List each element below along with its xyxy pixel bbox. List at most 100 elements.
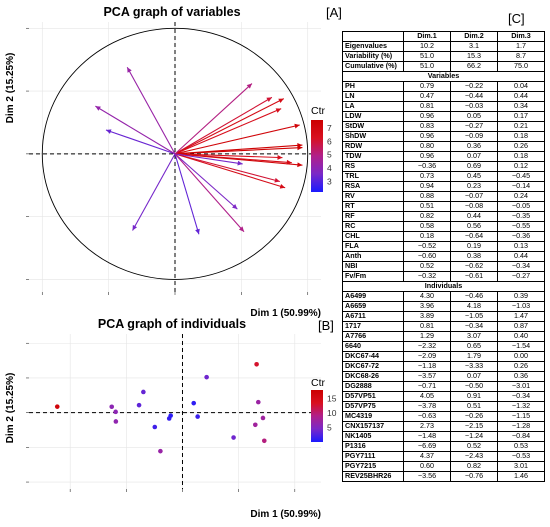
table-row: Fv/Fm −0.32 −0.61 −0.27 [342,271,545,282]
vector-arrow-anth [95,106,101,111]
table-row: DKC67-44 −2.09 1.79 0.00 [342,351,545,362]
table-cell: −1.18 [403,361,451,372]
table-row-label: D57VP75 [342,401,404,412]
table-cell: −0.26 [450,411,498,422]
table-cell: 15.3 [450,51,498,62]
table-row-label: PH [342,81,404,92]
individuals-plot: PCA graph of individuals Dim 1 (50.99%) … [5,317,337,520]
table-cell: 0.51 [450,401,498,412]
variable-vectors [95,66,303,235]
table-row: P1316 −6.69 0.52 0.53 [342,441,545,452]
vector-arrow-la [277,155,283,160]
table-cell: 66.2 [450,61,498,72]
table-cell: 0.18 [403,231,451,242]
table-row-label: LDW [342,111,404,122]
table-row-label: RT [342,201,404,212]
vector-arrow-rv [286,159,292,165]
point-a6659 [254,362,259,367]
table-cell: −0.08 [450,201,498,212]
vector-ph [174,153,280,183]
vector-line-rt [174,153,243,165]
vector-rv [174,153,292,165]
table-cell: −0.36 [403,161,451,172]
table-cell: −0.52 [403,241,451,252]
table-row-label: A7766 [342,331,404,342]
table-row: D57VP75 −3.78 0.51 −1.32 [342,401,545,412]
table-cell: 1.7 [497,41,545,52]
table-cell: 0.80 [403,141,451,152]
table-row-label: A6659 [342,301,404,312]
table-row-label: TRL [342,171,404,182]
table-row-label: RV [342,191,404,202]
table-cell: −0.27 [450,121,498,132]
table-row: MC4319 −0.63 −0.26 −1.15 [342,411,545,422]
table-cell: −0.34 [450,321,498,332]
table-header-cell: Dim.1 [403,31,451,42]
variables-legend-tick-4: 7 [327,123,332,133]
table-row: TRL 0.73 0.45 −0.45 [342,171,545,182]
table-row-label: A6711 [342,311,404,322]
table-cell: 0.34 [497,101,545,112]
table-cell: 0.36 [497,371,545,382]
unit-circle [41,27,309,280]
variables-legend-title: Ctr [311,105,326,117]
variables-x-axis-label: Dim 1 (50.99%) [250,308,321,319]
table-cell: 0.07 [450,371,498,382]
variables-y-axis-label: Dim 2 (15.25%) [5,53,16,124]
individuals-ctr-legend: Ctr 5 10 15 [311,377,337,442]
table-cell: 0.40 [497,331,545,342]
table-cell: 0.69 [450,161,498,172]
table-row-label: Fv/Fm [342,271,404,282]
variables-zero-axes [29,22,321,292]
vector-arrow-rs [127,67,132,73]
individuals-x-ticks [69,489,296,492]
point-pgy7111 [261,438,267,444]
table-cell: 0.26 [497,361,545,372]
table-row: RF 0.82 0.44 −0.35 [342,211,545,222]
table-cell: −0.63 [403,411,451,422]
vector-fv-fm [132,153,176,231]
table-cell: 0.52 [450,441,498,452]
table-row: REV25BHR26 −3.56 −0.76 1.46 [342,471,545,482]
table-cell: −2.43 [450,451,498,462]
table-row: RV 0.88 −0.07 0.24 [342,191,545,202]
table-cell: 0.82 [450,461,498,472]
point-mc4319 [168,413,173,418]
table-cell: −1.32 [497,401,545,412]
table-row: Cumulative (%) 51.0 66.2 75.0 [342,61,545,72]
individuals-legend-tick-0: 5 [327,423,332,433]
vector-line-chl [174,153,200,235]
correlation-circle [41,27,309,280]
table-cell: −2.09 [403,351,451,362]
table-cell: −6.69 [403,441,451,452]
vector-arrow-rf [278,98,284,104]
table-row: RC 0.58 0.56 −0.55 [342,221,545,232]
table-row: ShDW 0.96 −0.09 0.18 [342,131,545,142]
table-cell: 0.17 [497,111,545,122]
table-cell: −0.84 [497,431,545,442]
table-section-title: Individuals [342,281,545,292]
table-row-label: DKC67-44 [342,351,404,362]
table-cell: 0.38 [450,251,498,262]
table-cell: 0.79 [403,81,451,92]
variables-legend-tick-1: 4 [327,163,332,173]
vector-ln [174,153,238,210]
individuals-plot-title: PCA graph of individuals [98,317,246,331]
table-cell: 0.18 [497,131,545,142]
table-cell: −0.07 [450,191,498,202]
table-cell: −0.46 [450,291,498,302]
vector-line-rdw [174,108,282,155]
table-row-label: CHL [342,231,404,242]
point-dkc67-72 [158,448,163,454]
table-row: StDW 0.83 −0.27 0.21 [342,121,545,132]
table-header-cell [342,31,404,42]
table-cell: 0.12 [497,161,545,172]
vector-line-rsa [174,124,300,155]
vector-arrow-ph [274,177,280,183]
table-row-label: REV25BHR26 [342,471,404,482]
table-row: Eigenvalues 10.2 3.1 1.7 [342,41,545,52]
table-cell: 3.01 [497,461,545,472]
vector-la [174,153,283,160]
vector-rt [174,153,243,166]
